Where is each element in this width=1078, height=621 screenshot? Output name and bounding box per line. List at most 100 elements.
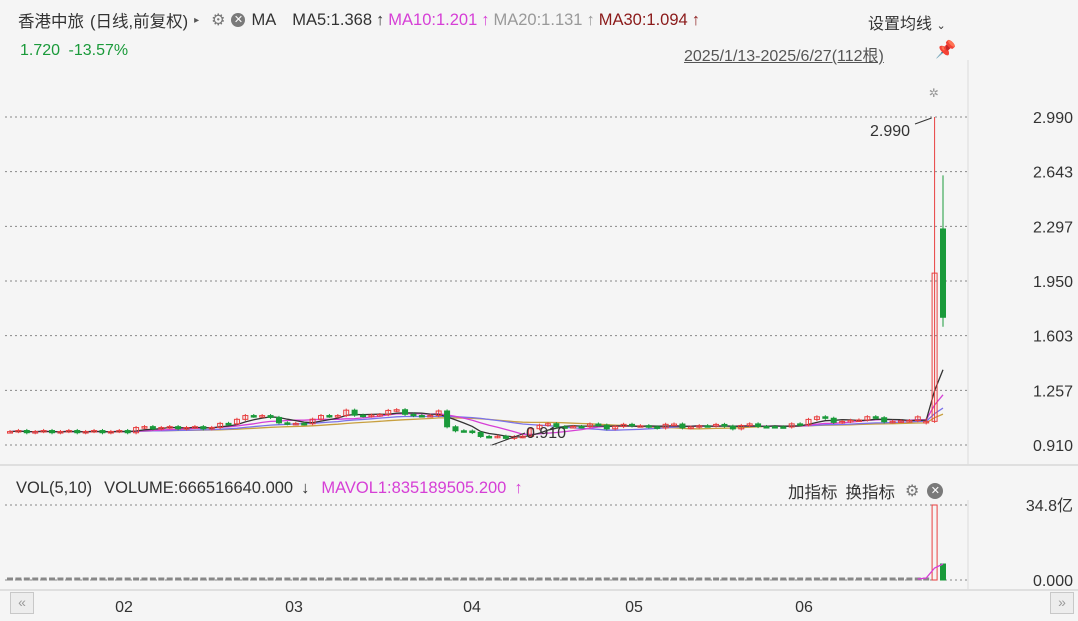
candle-body xyxy=(418,415,425,418)
candle-body xyxy=(629,423,635,427)
close-icon[interactable]: ✕ xyxy=(927,483,944,499)
volume-bar xyxy=(797,577,804,581)
candle-body xyxy=(116,430,123,433)
volume-bar xyxy=(839,577,846,581)
volume-bar xyxy=(23,577,30,581)
low-annotation: 0.910 xyxy=(526,425,566,442)
gear-icon[interactable]: ⚙ xyxy=(211,12,226,29)
volume-bar xyxy=(746,577,753,581)
candle-body xyxy=(906,420,913,423)
volume-bar xyxy=(452,577,459,581)
volume-bar xyxy=(15,577,22,581)
volume-bar xyxy=(519,577,526,581)
candle-body xyxy=(797,423,804,426)
sun-icon: ✲ xyxy=(929,86,939,100)
volume-bar xyxy=(360,577,367,581)
candle-body xyxy=(486,435,493,439)
volume-bar xyxy=(292,577,299,581)
candle-body xyxy=(82,431,89,434)
ma5-value: MA5:1.368 xyxy=(292,10,373,29)
volume-bar xyxy=(402,577,409,581)
chevron-down-icon: ⌄ xyxy=(936,20,946,32)
volume-bar xyxy=(91,577,98,581)
mavol-line xyxy=(917,563,944,580)
ma30-value: MA30:1.094 xyxy=(598,10,688,29)
candle-body xyxy=(595,423,602,427)
candle-body xyxy=(259,415,266,418)
candle-body xyxy=(65,430,72,433)
candle-body xyxy=(864,416,871,421)
candle-body xyxy=(654,426,661,429)
x-tick-label: 06 xyxy=(795,599,813,616)
close-icon[interactable]: ✕ xyxy=(231,13,246,27)
volume-bar xyxy=(309,577,316,581)
volume-bar xyxy=(696,577,703,581)
candle-body xyxy=(427,415,434,418)
volume-bar xyxy=(477,577,484,581)
volume-bar xyxy=(175,577,182,581)
candle-body xyxy=(284,422,291,425)
volume-bar xyxy=(645,577,652,581)
add-indicator-button[interactable]: 加指标 xyxy=(788,484,838,502)
candle-body xyxy=(477,431,484,437)
candle-body xyxy=(368,414,375,418)
volume-bar xyxy=(242,577,249,581)
candle-body xyxy=(637,425,644,428)
gear-icon[interactable]: ⚙ xyxy=(905,483,920,500)
period-label: (日线,前复权) xyxy=(90,13,189,31)
candle-body xyxy=(23,430,30,434)
volume-bar xyxy=(158,577,165,581)
candle-body xyxy=(494,435,501,439)
candle-body xyxy=(914,416,921,422)
volume-bar xyxy=(805,577,812,581)
scroll-right-button[interactable]: » xyxy=(1050,592,1074,614)
candle-body xyxy=(645,425,652,428)
candle-body xyxy=(7,431,13,434)
candle-body xyxy=(721,423,728,427)
volume-bar xyxy=(536,577,543,581)
volume-bar xyxy=(141,577,148,581)
switch-indicator-button[interactable]: 换指标 xyxy=(845,484,896,502)
candle-body xyxy=(889,420,896,424)
candle-body xyxy=(830,417,837,423)
candle-body xyxy=(872,416,879,419)
candle-body xyxy=(755,423,762,428)
candle-body xyxy=(435,410,442,417)
volume-bar xyxy=(469,577,476,581)
ma-settings-button[interactable]: 设置均线 ⌄ xyxy=(868,10,946,34)
scroll-left-button[interactable]: « xyxy=(10,592,34,614)
volume-bar xyxy=(65,577,72,581)
volume-bar xyxy=(233,577,240,581)
vol-label: VOL(5,10) xyxy=(16,479,93,497)
volume-bar xyxy=(385,577,392,581)
candle-body xyxy=(603,424,610,430)
candle-body xyxy=(91,430,98,433)
volume-bar xyxy=(679,577,686,581)
candle-body xyxy=(822,416,829,419)
ma10-value: MA10:1.201 xyxy=(388,10,478,29)
volume-bar xyxy=(133,577,140,581)
candle-body xyxy=(149,426,156,430)
volume-bar xyxy=(334,577,341,581)
candle-body xyxy=(351,409,358,416)
price-tick-label: 2.990 xyxy=(1033,110,1073,127)
candle-body xyxy=(444,410,451,428)
candle-body xyxy=(847,419,854,423)
volume-bar xyxy=(7,577,13,581)
volume-bar xyxy=(343,577,350,581)
pin-icon[interactable]: 📌 xyxy=(935,40,957,59)
volume-bar xyxy=(49,577,56,581)
candle-body xyxy=(309,418,316,425)
volume-header: VOL(5,10) VOLUME:666516640.000 ↓ MAVOL1:… xyxy=(16,479,523,498)
candle-body xyxy=(208,426,215,430)
volume-tick-label: 34.8亿 xyxy=(1026,497,1073,515)
date-range[interactable]: 2025/1/13-2025/6/27(112根) xyxy=(684,42,884,66)
price-tick-label: 1.950 xyxy=(1033,274,1073,291)
candle-body xyxy=(57,431,64,434)
high-annotation: 2.990 xyxy=(870,123,910,140)
candle-body xyxy=(881,417,888,423)
volume-bar xyxy=(771,577,778,581)
candle-body xyxy=(410,413,417,417)
triangle-right-icon[interactable]: ▸ xyxy=(194,14,200,26)
